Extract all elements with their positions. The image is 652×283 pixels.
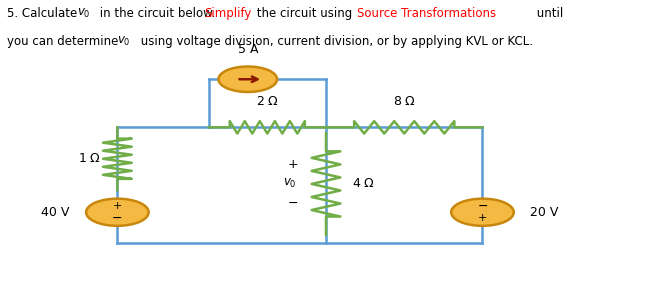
- Text: $v_0$: $v_0$: [117, 35, 131, 48]
- Circle shape: [218, 67, 277, 92]
- Text: in the circuit below.: in the circuit below.: [96, 7, 220, 20]
- Text: 5. Calculate: 5. Calculate: [7, 7, 80, 20]
- Text: you can determine: you can determine: [7, 35, 122, 48]
- Text: 8 $\Omega$: 8 $\Omega$: [393, 95, 416, 108]
- Text: using voltage division, current division, or by applying KVL or KCL.: using voltage division, current division…: [137, 35, 533, 48]
- Text: 1 $\Omega$: 1 $\Omega$: [78, 152, 101, 165]
- Text: +: +: [478, 213, 487, 223]
- Text: +: +: [113, 201, 122, 211]
- Text: Simplify: Simplify: [204, 7, 252, 20]
- Text: −: −: [112, 211, 123, 224]
- Text: +: +: [288, 158, 299, 171]
- Text: −: −: [288, 197, 299, 210]
- Circle shape: [451, 199, 514, 226]
- Text: 4 $\Omega$: 4 $\Omega$: [352, 177, 375, 190]
- Text: until: until: [533, 7, 563, 20]
- Circle shape: [86, 199, 149, 226]
- Text: 5 A: 5 A: [237, 43, 258, 56]
- Text: the circuit using: the circuit using: [253, 7, 356, 20]
- Text: −: −: [477, 200, 488, 213]
- Text: $v_0$: $v_0$: [284, 177, 297, 190]
- Text: Source Transformations: Source Transformations: [357, 7, 496, 20]
- Text: 20 V: 20 V: [530, 206, 559, 219]
- Text: $v_0$: $v_0$: [77, 7, 91, 20]
- Text: 40 V: 40 V: [41, 206, 70, 219]
- Text: 2 $\Omega$: 2 $\Omega$: [256, 95, 279, 108]
